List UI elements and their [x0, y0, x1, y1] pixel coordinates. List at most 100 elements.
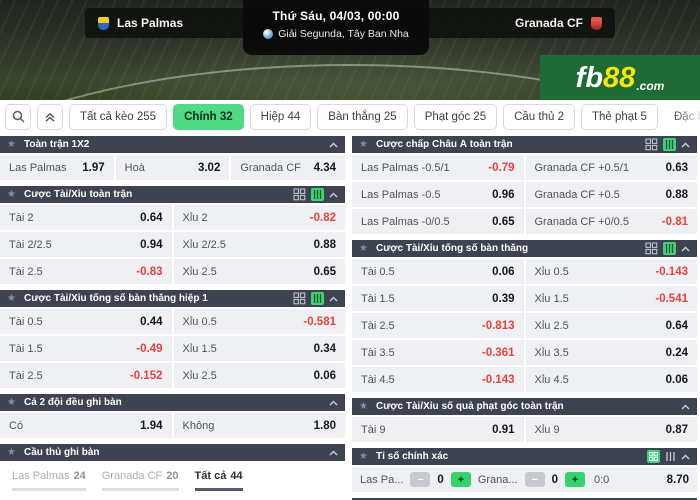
- tab-goals[interactable]: Bàn thắng 25: [317, 103, 408, 130]
- player-tab-all[interactable]: Tất cả 44: [194, 470, 243, 491]
- tab-cards[interactable]: Thẻ phạt 5: [580, 103, 658, 130]
- section-header[interactable]: ★ Cược Tài/Xỉu toàn trận: [0, 186, 345, 203]
- odds-cell[interactable]: Las Palmas -0.5 0.96: [352, 182, 524, 207]
- section-header[interactable]: ★ Cược Tài/Xỉu tổng số bàn thắng: [352, 240, 697, 257]
- star-icon[interactable]: ★: [7, 138, 16, 150]
- odds-value: -0.79: [488, 161, 515, 174]
- filter-view-icon[interactable]: [665, 451, 676, 462]
- section-ou-corners: ★ Cược Tài/Xỉu số quả phạt góc toàn trận…: [352, 398, 697, 442]
- odds-value: -0.83: [136, 265, 163, 278]
- section-header[interactable]: ★ Tỉ số chính xác: [352, 448, 697, 465]
- chevron-up-icon[interactable]: [329, 192, 338, 198]
- star-icon[interactable]: ★: [7, 188, 16, 200]
- odds-cell[interactable]: Las Palmas 1.97: [0, 155, 114, 180]
- chevron-up-icon[interactable]: [329, 450, 338, 456]
- grid-view-icon[interactable]: [645, 242, 658, 255]
- odds-cell[interactable]: Tài 2.5 -0.83: [0, 259, 172, 284]
- chevron-up-icon[interactable]: [681, 404, 690, 410]
- star-icon[interactable]: ★: [359, 400, 368, 412]
- collapse-all-button[interactable]: [37, 103, 63, 130]
- star-icon[interactable]: ★: [7, 396, 16, 408]
- away-score-minus-button[interactable]: −: [524, 472, 545, 487]
- odds-cell[interactable]: Tài 3.5 -0.361: [352, 340, 524, 365]
- odds-cell[interactable]: Không 1.80: [173, 413, 345, 438]
- chevron-up-icon[interactable]: [681, 142, 690, 148]
- odds-value: -0.143: [655, 265, 688, 278]
- odds-cell[interactable]: Xỉu 2.5 0.65: [173, 259, 345, 284]
- section-header[interactable]: ★ Cược Tài/Xỉu tổng số bàn thắng hiệp 1: [0, 290, 345, 307]
- star-icon[interactable]: ★: [359, 138, 368, 150]
- grid-view-icon[interactable]: [293, 292, 306, 305]
- section-header[interactable]: ★ Cược Tài/Xỉu số quả phạt góc toàn trận: [352, 398, 697, 415]
- chevron-up-icon[interactable]: [681, 454, 690, 460]
- star-icon[interactable]: ★: [359, 450, 368, 462]
- section-header[interactable]: ★ Cầu thủ ghi bàn: [0, 444, 345, 461]
- search-button[interactable]: [5, 103, 31, 130]
- home-score-minus-button[interactable]: −: [410, 472, 431, 487]
- star-icon[interactable]: ★: [7, 292, 16, 304]
- odds-cell[interactable]: Las Palmas -0/0.5 0.65: [352, 209, 524, 234]
- odds-cell[interactable]: Xỉu 4.5 0.06: [525, 367, 697, 392]
- filter-view-icon[interactable]: [663, 138, 676, 151]
- next-section-header-partial[interactable]: [352, 498, 697, 500]
- section-header[interactable]: ★ Cả 2 đội đều ghi bàn: [0, 394, 345, 411]
- player-tab-label: Granada CF: [101, 470, 163, 482]
- odds-label: Xỉu 9: [534, 423, 560, 436]
- tab-players[interactable]: Cầu thủ 2: [503, 103, 575, 130]
- chevron-up-icon[interactable]: [329, 400, 338, 406]
- grid-view-icon[interactable]: [293, 188, 306, 201]
- odds-cell[interactable]: Tài 2 0.64: [0, 205, 172, 230]
- chevron-up-icon[interactable]: [681, 246, 690, 252]
- tab-corners[interactable]: Phạt góc 25: [413, 103, 498, 130]
- home-team-name: Las Palmas: [117, 16, 184, 30]
- odds-cell[interactable]: Tài 4.5 -0.143: [352, 367, 524, 392]
- odds-cell[interactable]: Xỉu 2/2.5 0.88: [173, 232, 345, 257]
- home-score-plus-button[interactable]: +: [450, 472, 471, 487]
- player-tab-away[interactable]: Granada CF 20: [101, 470, 179, 491]
- odds-cell[interactable]: Las Palmas -0.5/1 -0.79: [352, 155, 524, 180]
- filter-view-icon[interactable]: [311, 292, 324, 305]
- odds-cell[interactable]: Granada CF +0.5 0.88: [525, 182, 697, 207]
- player-tab-home[interactable]: Las Palmas 24: [12, 470, 86, 491]
- player-tab-label: Las Palmas: [12, 470, 70, 482]
- star-icon[interactable]: ★: [7, 446, 16, 458]
- star-icon[interactable]: ★: [359, 242, 368, 254]
- odds-cell[interactable]: Tài 2.5 -0.152: [0, 363, 172, 388]
- odds-value: 0.24: [665, 346, 688, 359]
- odds-cell[interactable]: Xỉu 0.5 -0.143: [525, 259, 697, 284]
- odds-cell[interactable]: Tài 2.5 -0.813: [352, 313, 524, 338]
- tab-half[interactable]: Hiệp 44: [249, 103, 312, 130]
- odds-cell[interactable]: Xỉu 1.5 -0.541: [525, 286, 697, 311]
- away-score-plus-button[interactable]: +: [564, 472, 585, 487]
- odds-cell[interactable]: Granada CF 4.34: [231, 155, 346, 180]
- section-header[interactable]: ★ Toàn trận 1X2: [0, 136, 345, 153]
- odds-cell[interactable]: Xỉu 9 0.87: [525, 417, 697, 442]
- tab-main[interactable]: Chính 32: [173, 103, 244, 130]
- odds-cell[interactable]: Tài 0.5 0.06: [352, 259, 524, 284]
- chevron-up-icon[interactable]: [329, 296, 338, 302]
- odds-cell[interactable]: Xỉu 1.5 0.34: [173, 336, 345, 361]
- odds-cell[interactable]: Tài 1.5 -0.49: [0, 336, 172, 361]
- odds-cell[interactable]: Xỉu 2 -0.82: [173, 205, 345, 230]
- tab-specials[interactable]: Đặc biệt: [663, 103, 700, 130]
- score-odds-value: 8.70: [666, 473, 689, 486]
- odds-cell[interactable]: Tài 0.5 0.44: [0, 309, 172, 334]
- odds-cell[interactable]: Có 1.94: [0, 413, 172, 438]
- chevron-up-icon[interactable]: [329, 142, 338, 148]
- odds-cell[interactable]: Tài 9 0.91: [352, 417, 524, 442]
- grid-view-icon[interactable]: [647, 450, 660, 463]
- odds-cell[interactable]: Xỉu 0.5 -0.581: [173, 309, 345, 334]
- section-header[interactable]: ★ Cược chấp Châu Á toàn trận: [352, 136, 697, 153]
- grid-view-icon[interactable]: [645, 138, 658, 151]
- tab-all-odds[interactable]: Tất cả kèo 255: [69, 103, 168, 130]
- odds-cell[interactable]: Xỉu 2.5 0.06: [173, 363, 345, 388]
- filter-view-icon[interactable]: [311, 188, 324, 201]
- filter-view-icon[interactable]: [663, 242, 676, 255]
- odds-cell[interactable]: Granada CF +0.5/1 0.63: [525, 155, 697, 180]
- odds-cell[interactable]: Tài 2/2.5 0.94: [0, 232, 172, 257]
- odds-cell[interactable]: Xỉu 2.5 0.64: [525, 313, 697, 338]
- odds-cell[interactable]: Xỉu 3.5 0.24: [525, 340, 697, 365]
- odds-cell[interactable]: Granada CF +0/0.5 -0.81: [525, 209, 697, 234]
- odds-cell[interactable]: Tài 1.5 0.39: [352, 286, 524, 311]
- odds-cell[interactable]: Hoà 3.02: [115, 155, 230, 180]
